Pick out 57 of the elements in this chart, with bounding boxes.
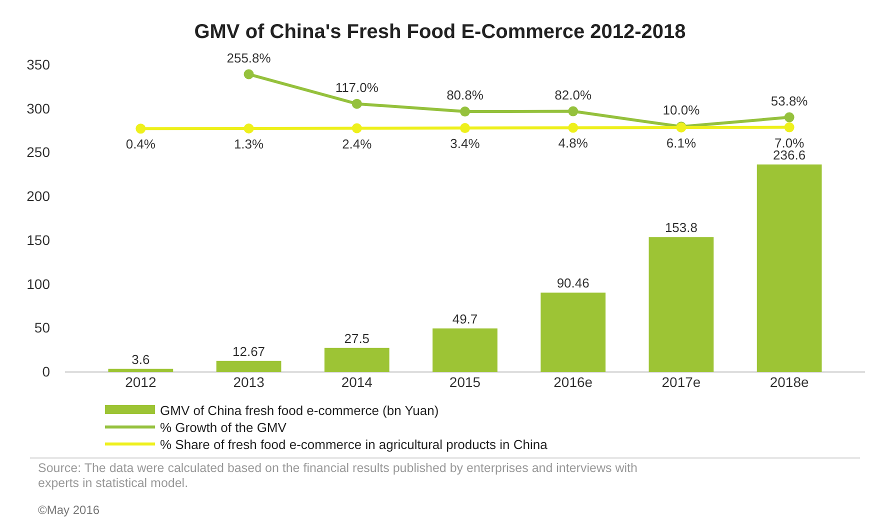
y-tick-label: 100: [26, 276, 50, 292]
point: [460, 106, 470, 117]
data-label: 90.46: [556, 276, 590, 291]
y-tick-label: 150: [26, 232, 50, 248]
point: [352, 98, 362, 109]
bar: [540, 292, 606, 372]
bar: [108, 368, 174, 372]
text: ©May 2016: [38, 503, 100, 517]
y-tick-label: 0: [42, 363, 50, 380]
x-tick-label: 2012: [125, 374, 156, 390]
point: [136, 124, 146, 134]
data-label: 1.3%: [234, 136, 264, 152]
data-label: 27.5: [344, 330, 370, 346]
legend-label: GMV of China fresh food e-commerce (bn Yuan): [160, 403, 439, 418]
x-tick-label: 2014: [341, 374, 373, 390]
y-tick-label: 350: [26, 56, 50, 72]
point: [244, 123, 254, 134]
legend-label: % Share of fresh food e-commerce in agricultural products in China: [160, 437, 548, 452]
point: [784, 122, 794, 132]
y-tick-label: 300: [26, 100, 50, 116]
data-label: 255.8%: [226, 50, 272, 66]
point: [352, 123, 362, 134]
data-label: 49.7: [452, 311, 478, 326]
point: [460, 123, 470, 134]
source-note: Source: The data were calculated based on the financial results published by enterprises and interviews with experts in statistical model.: [38, 461, 638, 490]
chart-title: GMV of China's Fresh Food E-Commerce 2012-2018: [194, 21, 686, 43]
data-label: 0.4%: [126, 136, 156, 152]
data-label: 153.8: [664, 220, 698, 236]
bar: [216, 360, 282, 372]
y-tick-label: 200: [26, 188, 50, 204]
point: [568, 122, 578, 133]
legend-label: % Growth of the GMV: [160, 420, 287, 435]
point: [568, 106, 578, 116]
data-label: 3.4%: [450, 136, 480, 152]
x-tick-label: 2017e: [662, 374, 701, 390]
data-label: 53.8%: [770, 93, 808, 108]
bar: [432, 328, 498, 372]
data-label: 117.0%: [335, 80, 379, 95]
y-tick-label: 50: [34, 320, 50, 336]
x-tick-label: 2018e: [770, 374, 809, 390]
bar: [324, 348, 390, 372]
point: [784, 112, 794, 122]
data-label: 80.8%: [446, 88, 484, 103]
data-label: 12.67: [232, 344, 266, 359]
bar: [648, 237, 714, 372]
point: [244, 69, 254, 80]
x-tick-label: 2016e: [554, 374, 593, 390]
data-label: 6.1%: [666, 135, 696, 150]
data-label: 3.6: [132, 352, 150, 367]
y-tick-label: 250: [26, 144, 50, 160]
data-label: 4.8%: [558, 136, 588, 151]
data-label: 82.0%: [554, 87, 592, 102]
bar: [756, 164, 822, 372]
x-tick-label: 2015: [449, 374, 481, 390]
x-tick-label: 2013: [233, 374, 265, 390]
data-label: 2.4%: [342, 136, 372, 152]
data-label: 10.0%: [662, 102, 700, 118]
